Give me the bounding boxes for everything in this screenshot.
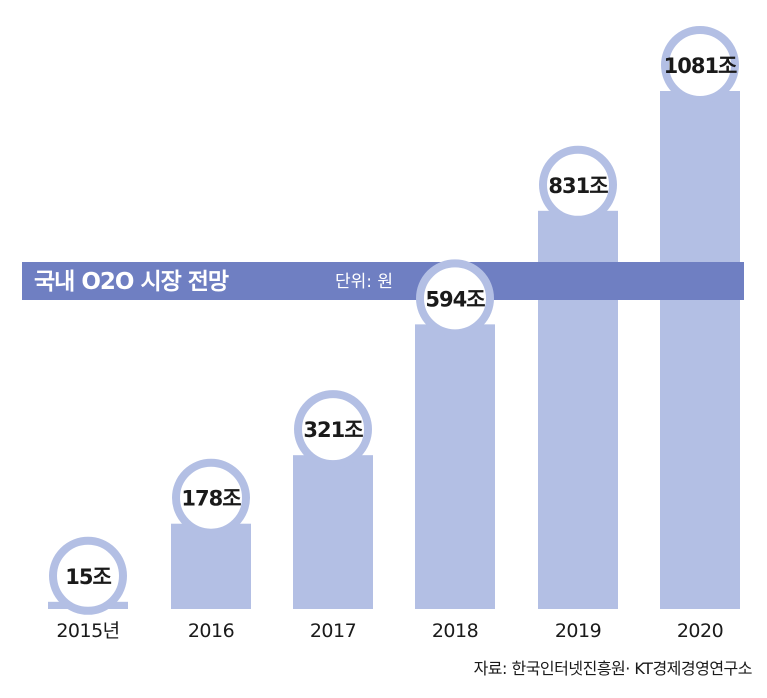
- x-tick-5: 2020: [677, 620, 723, 642]
- bar-1: [171, 523, 251, 609]
- chart-title: 국내 O2O 시장 전망: [34, 269, 229, 295]
- data-label-3: 594조: [425, 287, 485, 311]
- value-ring-0: [49, 536, 127, 615]
- data-label-1: 178조: [181, 487, 241, 511]
- value-ring-4: [539, 145, 617, 224]
- title-banner: [22, 262, 744, 300]
- x-tick-2: 2017: [310, 620, 356, 642]
- x-tick-4: 2019: [555, 620, 601, 642]
- x-tick-3: 2018: [432, 620, 478, 642]
- bar-5: [660, 91, 740, 609]
- source-note: 자료: 한국인터넷진흥원· KT경제경영연구소: [474, 659, 752, 678]
- data-label-5: 1081조: [664, 54, 737, 78]
- data-label-4: 831조: [548, 174, 608, 198]
- unit-label: 단위: 원: [335, 272, 393, 292]
- x-tick-1: 2016: [188, 620, 234, 642]
- x-tick-0: 2015년: [56, 620, 119, 642]
- value-ring-2: [294, 390, 372, 469]
- bar-3: [415, 324, 495, 609]
- value-ring-1: [172, 458, 250, 537]
- data-label-2: 321조: [303, 418, 363, 442]
- data-label-0: 15조: [65, 565, 111, 589]
- value-ring-3: [416, 259, 494, 338]
- value-ring-5: [661, 26, 739, 104]
- bar-2: [293, 455, 373, 609]
